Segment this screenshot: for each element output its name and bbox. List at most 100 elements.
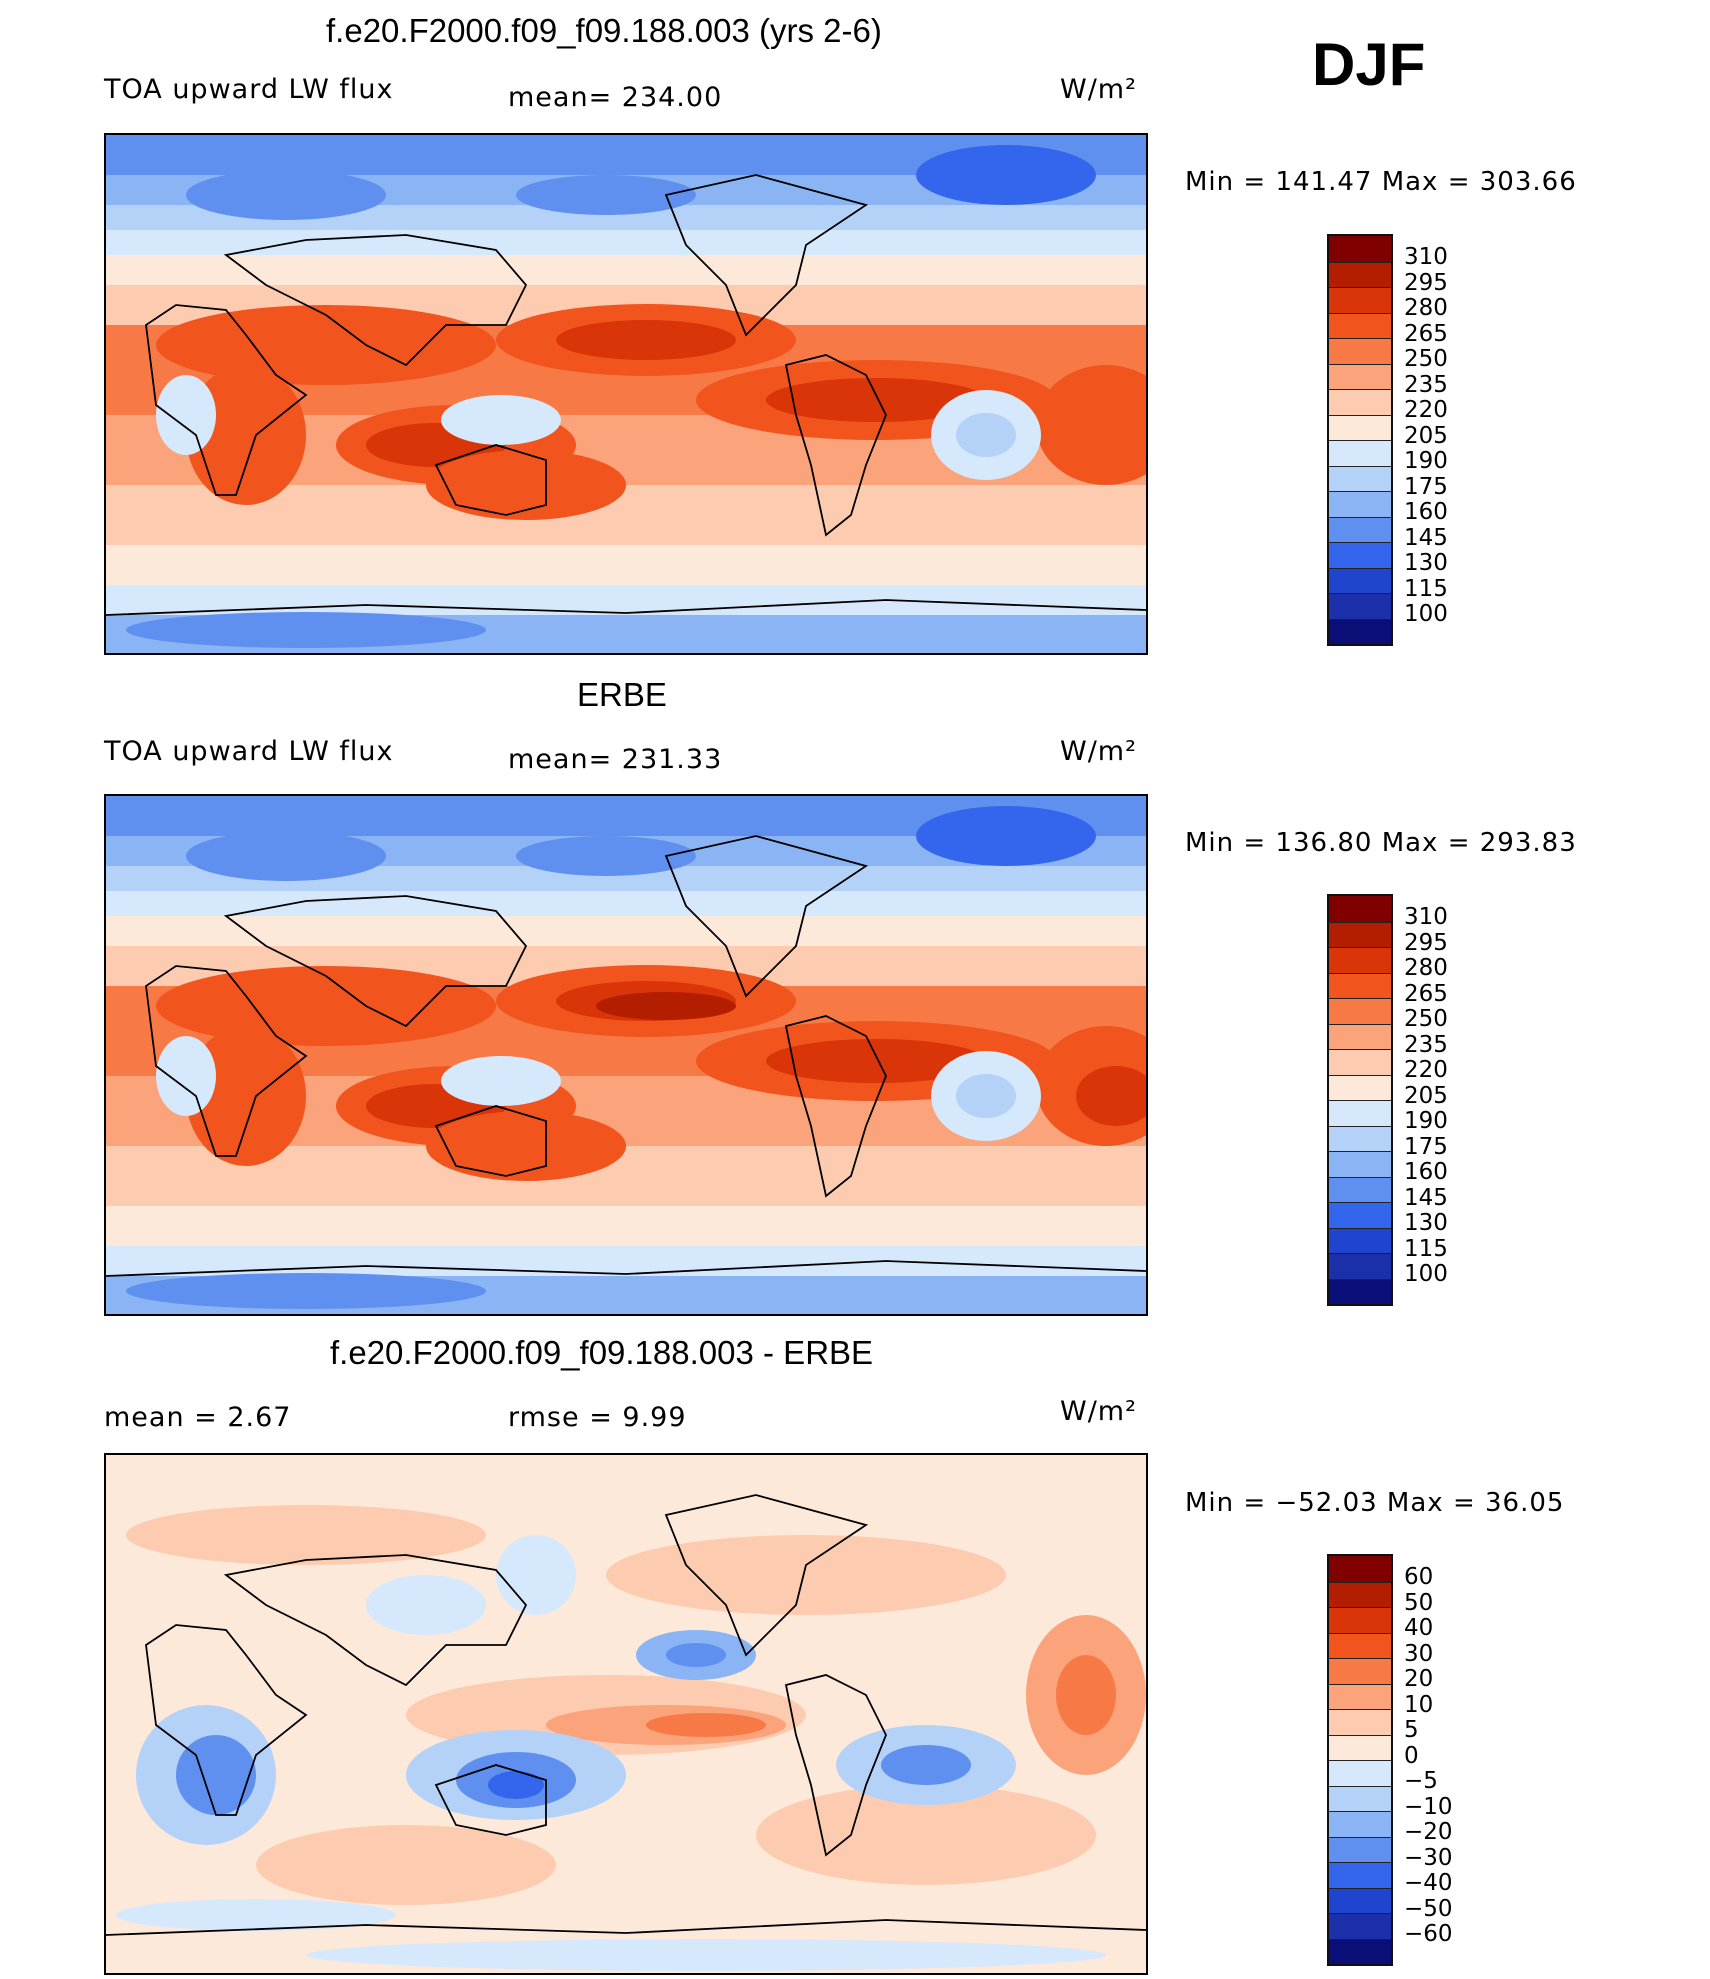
colorbar-swatch — [1329, 1125, 1391, 1151]
colorbar-tick-label: 295 — [1404, 269, 1448, 296]
colorbar-swatch — [1329, 236, 1391, 262]
antarctic-coastline — [106, 1919, 1146, 1936]
panel1-title: f.e20.F2000.f09_f09.188.003 (yrs 2-6) — [326, 12, 882, 49]
contour-patch — [186, 365, 306, 505]
colorbar-tick-label: 60 — [1404, 1564, 1434, 1590]
colorbar-swatch — [1329, 1607, 1391, 1633]
colorbar-swatch — [1329, 998, 1391, 1024]
contour-patch — [606, 1535, 1006, 1615]
colorbar-swatch — [1329, 1253, 1391, 1279]
colorbar-swatch — [1329, 1278, 1391, 1304]
contour-patch — [516, 175, 696, 215]
coastline — [145, 965, 308, 1157]
latitude-band — [106, 230, 1146, 255]
coastline — [434, 444, 547, 516]
colorbar-tick-label: 0 — [1404, 1742, 1419, 1769]
panel3-mean-label: mean = 2.67 — [104, 1402, 292, 1433]
contour-patch — [956, 413, 1016, 457]
contour-patch — [441, 1056, 561, 1106]
colorbar-tick-label: 145 — [1404, 1184, 1448, 1211]
colorbar-tick-label: 310 — [1404, 244, 1448, 270]
panel3-title: f.e20.F2000.f09_f09.188.003 - ERBE — [330, 1334, 874, 1371]
contour-patch — [756, 1785, 1096, 1885]
contour-patch — [666, 1643, 726, 1667]
latitude-band — [106, 1206, 1146, 1246]
colorbar-swatch — [1329, 338, 1391, 364]
colorbar-tick-label: 220 — [1404, 397, 1448, 423]
colorbar-swatch — [1329, 1227, 1391, 1253]
colorbar-tick-label: 265 — [1404, 320, 1448, 347]
colorbar-swatch — [1329, 1049, 1391, 1075]
colorbar-tick-label: −60 — [1404, 1921, 1453, 1947]
colorbar-swatch — [1329, 1658, 1391, 1684]
colorbar-swatch — [1329, 261, 1391, 287]
colorbar-tick-label: −50 — [1404, 1895, 1453, 1922]
contour-patch — [556, 320, 736, 360]
season-label: DJF — [1312, 31, 1426, 98]
colorbar-tick-label: −10 — [1404, 1793, 1453, 1820]
colorbar-tick-label: 145 — [1404, 524, 1448, 551]
colorbar-tick-label: 235 — [1404, 1031, 1448, 1058]
colorbar-tick-label: 175 — [1404, 473, 1448, 500]
colorbar-swatch — [1329, 312, 1391, 338]
contour-patch — [186, 1026, 306, 1166]
colorbar-tick-label: 265 — [1404, 980, 1448, 1007]
panel2-variable-label: TOA upward LW flux — [104, 736, 394, 767]
colorbar-swatch — [1329, 1785, 1391, 1811]
contour-patch — [156, 1036, 216, 1116]
panel1-map — [104, 133, 1148, 655]
panel1-mean-label: mean= 234.00 — [508, 82, 723, 113]
contour-patch — [366, 1575, 486, 1635]
contour-patch — [516, 836, 696, 876]
latitude-band — [106, 891, 1146, 916]
coastline — [664, 174, 869, 337]
latitude-band — [106, 1146, 1146, 1206]
contour-patch — [766, 1039, 986, 1083]
contour-patch — [116, 1899, 396, 1931]
colorbar-tick-label: 295 — [1404, 929, 1448, 956]
panel3-units: W/m² — [1060, 1396, 1137, 1427]
contour-patch — [488, 1771, 544, 1799]
contour-patch — [766, 378, 986, 422]
colorbar-swatch — [1329, 287, 1391, 313]
colorbar-tick-label: 220 — [1404, 1057, 1448, 1083]
panel3-map — [104, 1453, 1148, 1975]
contour-patch — [956, 1074, 1016, 1118]
panel2-colorbar — [1327, 894, 1393, 1306]
colorbar-tick-label: 190 — [1404, 1108, 1448, 1134]
contour-patch — [156, 375, 216, 455]
panel1-colorbar — [1327, 234, 1393, 646]
colorbar-tick-label: 205 — [1404, 1082, 1448, 1109]
colorbar-swatch — [1329, 1581, 1391, 1607]
colorbar-swatch — [1329, 1836, 1391, 1862]
contour-patch — [306, 1939, 1106, 1971]
coastline — [223, 895, 528, 1028]
panel2-units: W/m² — [1060, 736, 1137, 767]
colorbar-tick-label: 280 — [1404, 955, 1448, 981]
colorbar-swatch — [1329, 491, 1391, 517]
panel1-min-max: Min = 141.47 Max = 303.66 — [1185, 167, 1577, 197]
panel2-map — [104, 794, 1148, 1316]
panel3-colorbar — [1327, 1554, 1393, 1966]
panel1-contour-field — [106, 135, 1146, 653]
colorbar-swatch — [1329, 1887, 1391, 1913]
contour-patch — [1076, 1066, 1146, 1126]
contour-patch — [186, 170, 386, 220]
colorbar-tick-label: 160 — [1404, 499, 1448, 525]
colorbar-tick-label: 115 — [1404, 1235, 1448, 1262]
colorbar-swatch — [1329, 1913, 1391, 1939]
contour-patch — [156, 966, 496, 1046]
colorbar-swatch — [1329, 1734, 1391, 1760]
colorbar-swatch — [1329, 1760, 1391, 1786]
contour-patch — [126, 612, 486, 648]
panel3-rmse-label: rmse = 9.99 — [508, 1402, 687, 1433]
panel2-mean-label: mean= 231.33 — [508, 744, 723, 775]
colorbar-tick-label: −5 — [1404, 1768, 1438, 1794]
coastline — [784, 354, 887, 537]
latitude-band — [106, 485, 1146, 545]
colorbar-swatch — [1329, 618, 1391, 644]
coastline — [434, 1105, 547, 1177]
colorbar-tick-label: 190 — [1404, 448, 1448, 474]
colorbar-swatch — [1329, 1202, 1391, 1228]
coastline — [434, 1764, 547, 1836]
